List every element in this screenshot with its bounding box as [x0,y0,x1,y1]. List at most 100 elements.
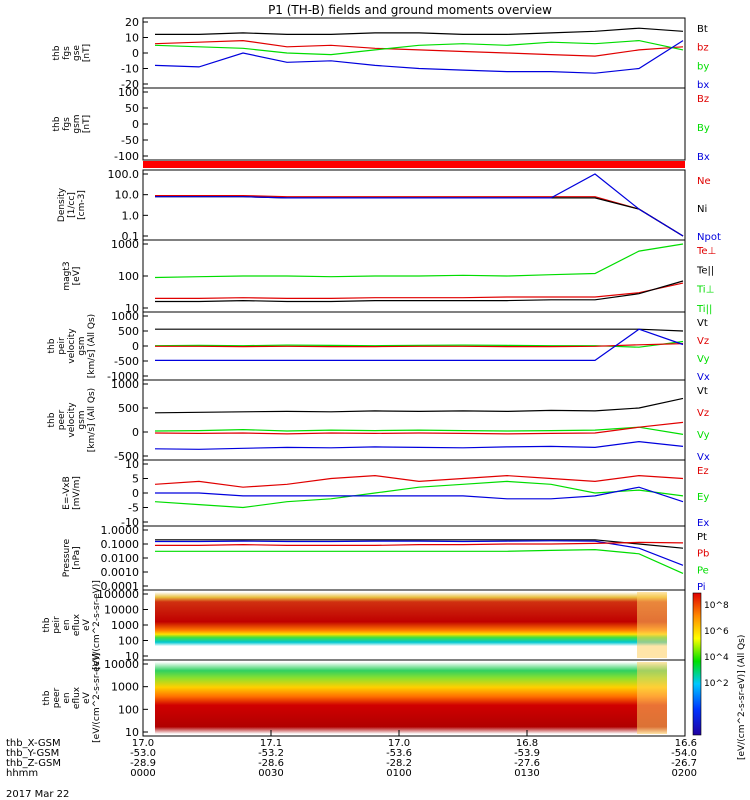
series-line-green [154,426,684,435]
y-tick-label: 0.0001 [101,580,140,593]
y-axis-label-line: velocity [67,402,77,438]
series-line-blue [155,328,684,361]
y-tick-label: 1000 [111,238,139,251]
series-line-green [155,548,684,574]
y-axis-label-line: thb [47,412,57,427]
y-axis-label-line: E=-VxB [62,476,72,510]
series-line-black [155,27,684,35]
series-line-blue [154,440,684,450]
legend-entry: Bx [697,152,710,163]
panel-frame [142,17,686,89]
series-line-blue [155,486,684,503]
y-axis-label-line: fgs [62,46,72,60]
legend-entry: Ti|| [696,304,712,315]
y-tick-label: 100 [118,86,139,99]
y-tick-label: 10 [125,726,139,739]
y-axis-label-line: magt3 [62,261,72,290]
legend-entry: Vt [697,318,708,329]
y-axis-label: thb fgs gsm [nT] [52,114,92,133]
series-line-black [155,539,684,549]
x-tick-label: -28.6 [258,758,284,769]
x-tick-label: -53.2 [258,748,284,759]
y-tick-label: 0 [132,47,139,60]
y-axis-label: Density [1/cc] [cm-3] [57,187,87,222]
panel-efield: 10 50 -5-10 E=-VxB [mV/m] Ez Ey Ex [62,458,709,529]
y-tick-label: 10 [125,302,139,315]
legend-entry: Vy [697,430,710,441]
y-axis-label-line: fgs [62,117,72,131]
y-axis-label-line: gsm [77,410,87,429]
legend-entry: Ne [697,176,711,187]
y-axis-label-line: [nPa] [72,546,82,569]
y-tick-label: 1000 [111,310,139,323]
legend-entry: Pt [697,532,707,543]
y-tick-label: 0.0100 [101,552,140,565]
y-axis-label-line: Pressure [62,538,72,577]
legend-entry: By [697,123,710,134]
x-row-label: thb_Z-GSM [6,758,61,769]
y-axis-label-line: thb [47,338,57,353]
y-tick-label: 100 [118,635,139,648]
y-axis-label-line: gsm [72,114,82,133]
series-line-blue [155,173,684,237]
panel-density: 100.0 10.0 1.0 0.1 Density [1/cc] [cm-3] Ne Ni Np… [57,168,721,243]
y-tick-label: -10 [121,516,139,529]
panel-frame [142,87,686,161]
y-axis-label-line: peir [57,337,67,355]
series-line-black [155,196,684,237]
spectrogram-image [155,662,667,734]
legend-entry: Ey [697,492,709,503]
panel-fgs_gse: 20 10 0 -10 -20 thb fgs gse [nT] Bt bz by bx [52,16,709,91]
legend-entry: by [697,61,709,72]
y-tick-label: 10 [125,458,139,471]
y-axis-label: thb peir velocity gsm [km/s] (All Qs) [47,314,97,378]
y-axis-label-line: [km/s] (All Qs) [87,314,97,378]
panel-frame [142,659,686,737]
legend-entry: Te⊥ [696,246,716,257]
y-tick-label: 10.0 [115,189,140,202]
legend-entry: Bt [697,24,708,35]
panel-peer_spec: 10000 1000 100 10 thb peer en eflux eV [eV/(cm^2-… [42,653,686,743]
y-tick-label: 50 [125,102,139,115]
colorbar-tick: 10^6 [704,627,729,637]
x-tick-label: 0100 [386,768,411,779]
panel-frame [142,379,686,461]
legend-entry: Vx [697,372,710,383]
y-axis-label-line: peer [52,687,62,708]
panel-temperature: 1000 100 10 magt3 [eV] Te⊥ Te|| Ti⊥ Ti|| [62,238,716,315]
panel-frame [142,525,686,591]
legend-entry: Vz [697,336,709,347]
legend-entry: Npot [697,232,721,243]
y-tick-label: 0 [132,426,139,439]
x-tick-label: -28.2 [386,758,412,769]
y-axis-label-line: thb [52,116,62,131]
legend-entry: bz [697,43,709,54]
colorbar-label: [eV/(cm^2-s-sr-eV)] (All Qs) [737,635,747,760]
y-axis-label-line: eflux [72,686,82,709]
y-tick-label: 1000 [111,681,139,694]
plot-date: 2017 Mar 22 [6,789,69,800]
legend-entry: Ex [697,518,709,529]
y-tick-label: 10 [125,650,139,663]
y-tick-label: 1000 [111,619,139,632]
y-tick-label: 5 [132,473,139,486]
y-axis-label-line: [cm-3] [77,190,87,220]
legend-entry: Ez [697,466,709,477]
y-tick-label: -500 [114,450,139,463]
x-row-label: hhmm [6,768,38,779]
colorbar-tick: 10^4 [704,653,729,663]
legend-entry: Ti⊥ [696,285,714,296]
y-tick-label: 10000 [104,604,139,617]
y-tick-label: 0.1000 [101,538,140,551]
series-line-black [155,280,684,303]
y-tick-label: 100 [118,703,139,716]
series-line-red [155,195,684,237]
y-axis-label-line: eV [82,618,92,631]
y-tick-label: 10 [125,32,139,45]
y-axis-label: Pressure [nPa] [62,538,82,577]
x-tick-label: -53.6 [386,748,412,759]
y-tick-label: 100 [118,270,139,283]
series-line-blue [154,40,684,74]
